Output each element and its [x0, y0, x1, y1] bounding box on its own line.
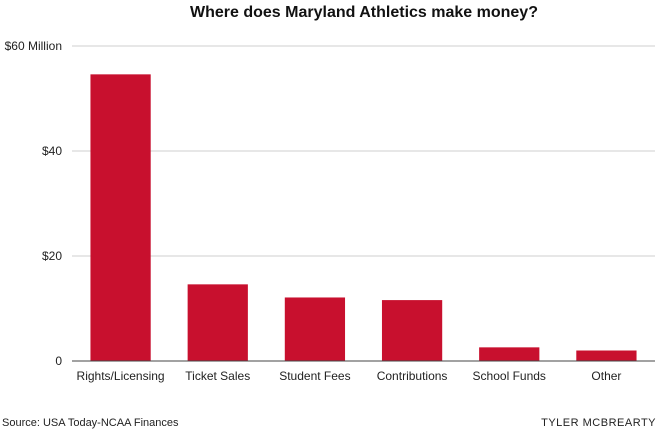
gridlines [72, 45, 655, 257]
category-label: Rights/Licensing [77, 369, 165, 383]
chart-title: Where does Maryland Athletics make money… [190, 4, 538, 21]
category-label: Student Fees [279, 369, 350, 383]
source-note: Source: USA Today-NCAA Finances [2, 417, 179, 429]
bar-student-fees [284, 297, 346, 361]
author-credit: TYLER MCBREARTY [541, 417, 656, 429]
y-tick-label: $60 Million [5, 39, 62, 53]
category-label: School Funds [473, 369, 546, 383]
bar-rights-licensing [90, 74, 151, 361]
category-label: Ticket Sales [185, 369, 250, 383]
category-label: Other [591, 369, 621, 383]
bar-ticket-sales [187, 284, 248, 361]
y-axis-ticks: 0 $20 $40 $60 Million [5, 39, 63, 368]
y-tick-label: $20 [42, 249, 62, 263]
y-tick-label: $40 [42, 144, 62, 158]
bar-school-funds [479, 347, 540, 361]
y-tick-label: 0 [55, 354, 62, 368]
x-axis-categories: Rights/Licensing Ticket Sales Student Fees… [77, 369, 622, 383]
bar-other [576, 350, 637, 361]
bars [90, 74, 637, 361]
bar-contributions [381, 300, 443, 361]
category-label: Contributions [377, 369, 448, 383]
